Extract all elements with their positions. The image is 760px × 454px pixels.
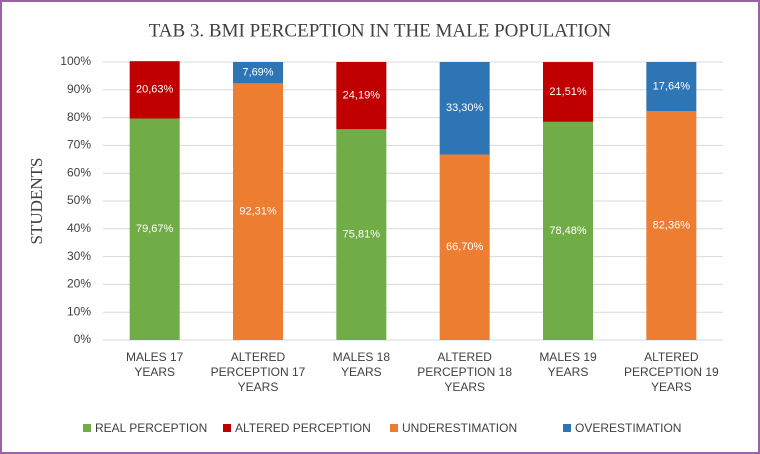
data-label: 33,30% <box>446 102 484 114</box>
bar-segment <box>233 83 283 340</box>
bar-segment <box>646 111 697 340</box>
x-tick-label: MALES 17 YEARS <box>125 350 184 379</box>
data-label: 78,48% <box>549 225 587 237</box>
y-tick-label: 70% <box>67 138 91 152</box>
bar-segment <box>439 62 490 155</box>
data-label: 79,67% <box>136 223 174 235</box>
legend-label: REAL PERCEPTION <box>95 421 207 435</box>
y-tick-label: 20% <box>67 277 91 291</box>
bar-segment <box>439 154 490 340</box>
chart-title: TAB 3. BMI PERCEPTION IN THE MALE POPULA… <box>149 20 612 41</box>
y-tick-label: 100% <box>60 54 91 68</box>
y-tick-label: 10% <box>67 304 91 318</box>
y-tick-label: 60% <box>67 165 91 179</box>
y-tick-label: 80% <box>67 110 91 124</box>
x-tick-label: ALTERED PERCEPTION 18 YEARS <box>417 350 512 394</box>
y-tick-label: 50% <box>67 193 91 207</box>
bar-segment <box>543 62 593 122</box>
legend-label: ALTERED PERCEPTION <box>235 421 371 435</box>
legend-swatch <box>223 424 231 432</box>
data-label: 21,51% <box>549 86 587 98</box>
bar-segment <box>336 129 387 340</box>
data-label: 66,70% <box>446 241 484 253</box>
data-label: 75,81% <box>343 229 381 241</box>
y-tick-label: 40% <box>67 221 91 235</box>
data-label: 7,69% <box>242 67 273 79</box>
data-label: 17,64% <box>653 80 691 92</box>
bar-segment <box>646 62 697 112</box>
x-tick-label: MALES 18 YEARS <box>332 350 391 379</box>
data-label: 20,63% <box>136 84 174 96</box>
legend-swatch <box>83 424 91 432</box>
data-label: 92,31% <box>239 206 277 218</box>
bar-segment <box>336 62 387 130</box>
y-tick-label: 0% <box>74 332 92 346</box>
x-tick-label: ALTERED PERCEPTION 17 YEARS <box>210 350 306 394</box>
y-tick-label: 30% <box>67 249 91 263</box>
bar-segment <box>129 118 180 341</box>
data-label: 82,36% <box>653 219 691 231</box>
bar-segment <box>233 62 283 84</box>
legend-swatch <box>563 424 571 432</box>
bar-segment <box>543 121 593 341</box>
legend-swatch <box>390 424 398 432</box>
data-label: 24,19% <box>343 90 381 102</box>
x-tick-label: MALES 19 YEARS <box>539 350 597 379</box>
bar-segment <box>129 61 180 119</box>
legend-label: UNDERESTIMATION <box>402 421 517 435</box>
x-tick-label: ALTERED PERCEPTION 19 YEARS <box>623 350 719 394</box>
legend-label: OVERESTIMATION <box>575 421 681 435</box>
y-tick-label: 90% <box>67 82 91 96</box>
y-axis-label: STUDENTS <box>27 158 46 245</box>
